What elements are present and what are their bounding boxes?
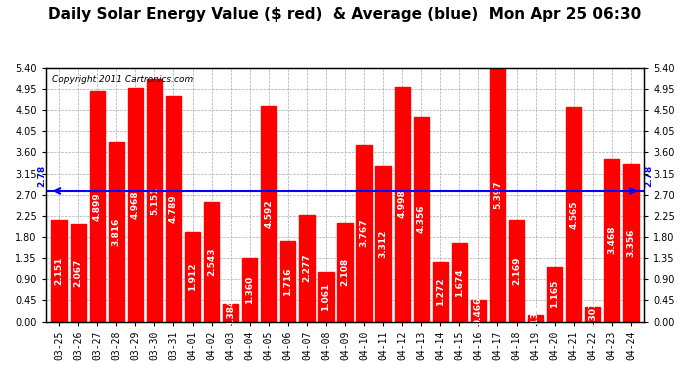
Bar (166, 96, 181, 322)
Bar (261, 106, 277, 322)
Bar (357, 144, 372, 322)
Text: 0.384: 0.384 (226, 298, 235, 327)
Text: 1.674: 1.674 (455, 268, 464, 297)
Bar (185, 232, 200, 322)
Bar (70, 224, 86, 322)
Text: 0.307: 0.307 (589, 300, 598, 328)
Text: 3.468: 3.468 (607, 226, 616, 254)
Bar (490, 68, 505, 322)
Text: 4.565: 4.565 (569, 200, 578, 228)
Bar (413, 117, 429, 322)
Bar (147, 80, 162, 322)
Text: Daily Solar Energy Value ($ red)  & Average (blue)  Mon Apr 25 06:30: Daily Solar Energy Value ($ red) & Avera… (48, 8, 642, 22)
Bar (108, 142, 124, 322)
Text: 2.108: 2.108 (340, 258, 350, 286)
Bar (585, 307, 600, 322)
Bar (471, 300, 486, 322)
Bar (204, 202, 219, 322)
Bar (623, 164, 638, 322)
Text: 3.767: 3.767 (359, 219, 368, 248)
Text: 3.312: 3.312 (379, 230, 388, 258)
Bar (242, 258, 257, 322)
Bar (223, 303, 238, 322)
Text: 1.272: 1.272 (436, 278, 445, 306)
Text: 5.151: 5.151 (150, 186, 159, 215)
Text: 2.169: 2.169 (512, 256, 521, 285)
Text: 0.136: 0.136 (531, 304, 540, 333)
Text: 5.397: 5.397 (493, 180, 502, 209)
Bar (128, 88, 143, 322)
Bar (604, 159, 620, 322)
Bar (52, 220, 67, 322)
Text: 1.912: 1.912 (188, 262, 197, 291)
Text: 4.789: 4.789 (169, 195, 178, 224)
Text: 3.816: 3.816 (112, 218, 121, 246)
Text: 2.067: 2.067 (74, 259, 83, 287)
Text: 2.151: 2.151 (55, 257, 63, 285)
Text: 2.543: 2.543 (207, 248, 216, 276)
Bar (375, 166, 391, 322)
Text: 4.592: 4.592 (264, 200, 273, 228)
Bar (452, 243, 467, 322)
Text: 1.061: 1.061 (322, 282, 331, 311)
Text: 3.356: 3.356 (627, 228, 635, 257)
Text: 1.716: 1.716 (284, 267, 293, 296)
Text: 4.899: 4.899 (92, 192, 101, 221)
Bar (547, 267, 562, 322)
Bar (509, 220, 524, 322)
Bar (433, 262, 448, 322)
Text: 0.466: 0.466 (474, 297, 483, 325)
Text: 2.78: 2.78 (644, 165, 653, 187)
Bar (280, 241, 295, 322)
Bar (337, 222, 353, 322)
Text: 4.356: 4.356 (417, 205, 426, 234)
Bar (395, 87, 410, 322)
Text: Copyright 2011 Cartronics.com: Copyright 2011 Cartronics.com (52, 75, 193, 84)
Text: 2.277: 2.277 (302, 254, 311, 282)
Bar (90, 91, 105, 322)
Text: 1.165: 1.165 (550, 280, 559, 308)
Bar (299, 214, 315, 322)
Bar (318, 272, 333, 322)
Text: 2.78: 2.78 (37, 165, 46, 187)
Text: 4.998: 4.998 (397, 190, 406, 219)
Bar (528, 315, 543, 322)
Bar (566, 107, 582, 322)
Text: 1.360: 1.360 (245, 276, 254, 304)
Text: 4.968: 4.968 (131, 190, 140, 219)
